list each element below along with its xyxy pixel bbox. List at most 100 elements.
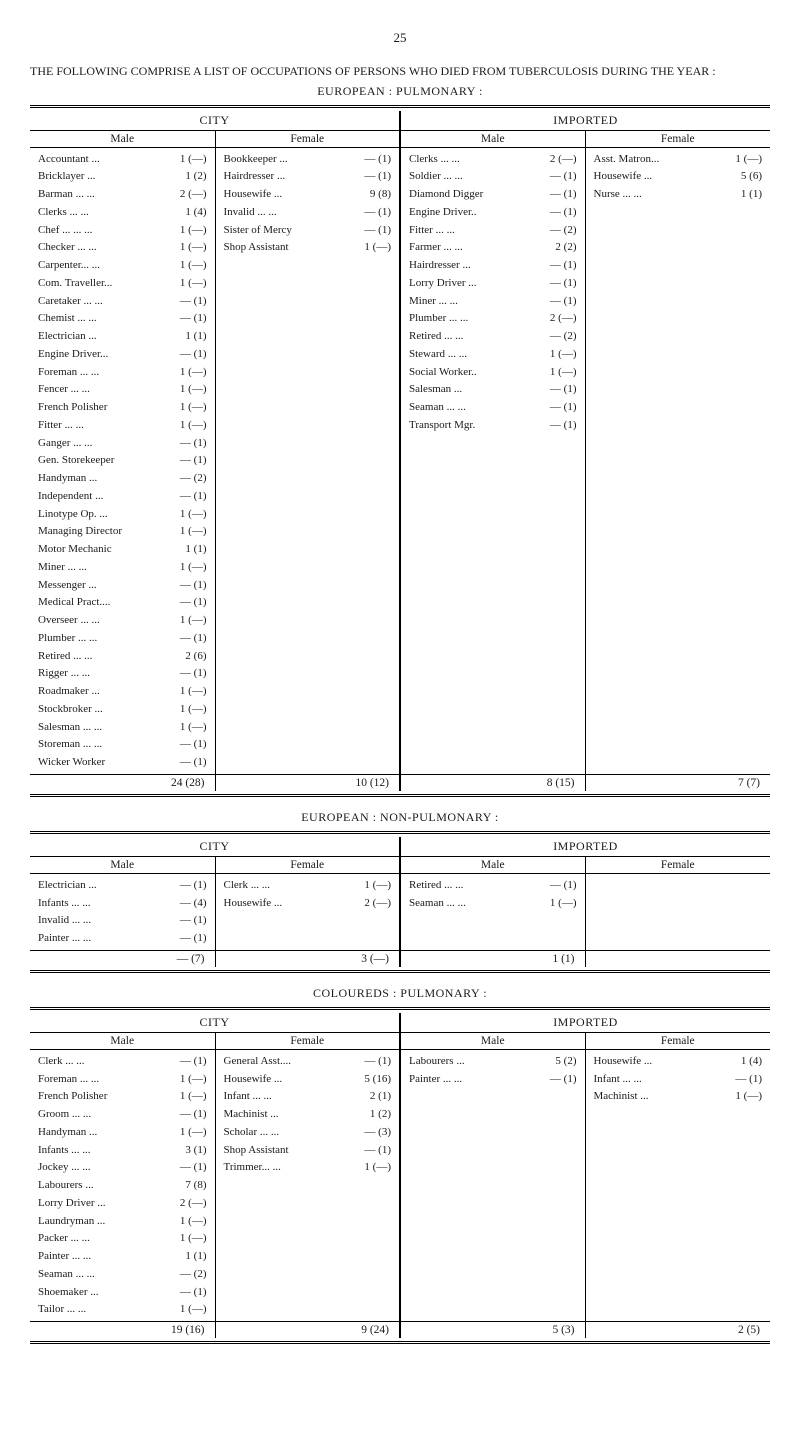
imported-female-row: Nurse ... ...1 (1) — [590, 186, 767, 204]
city-header: CITY — [30, 837, 400, 857]
occupation-count: — (1) — [687, 1071, 766, 1089]
occupation-count: — (1) — [131, 912, 210, 930]
occupation-count: 1 (—) — [131, 239, 210, 257]
occupation-count: 1 (1) — [131, 541, 210, 559]
occupation-label: Machinist ... — [220, 1106, 317, 1124]
city-female-row: Clerk ... ...1 (—) — [220, 877, 396, 895]
occupation-label: Bricklayer ... — [34, 168, 131, 186]
occupation-label: Painter ... ... — [34, 1248, 131, 1266]
imported-male-row: Painter ... ...— (1) — [405, 1071, 581, 1089]
city-male-row: Painter ... ...1 (1) — [34, 1248, 211, 1266]
occupation-label: Seaman ... ... — [405, 895, 502, 913]
section-title: EUROPEAN : PULMONARY : — [0, 84, 800, 99]
city-male-row: Electrician ...— (1) — [34, 877, 211, 895]
occupation-count: — (1) — [502, 399, 581, 417]
imported-male-row: Retired ... ...— (2) — [405, 328, 581, 346]
occupation-count: 1 (1) — [687, 186, 766, 204]
occupation-label: Labourers ... — [34, 1177, 131, 1195]
city-header: CITY — [30, 111, 400, 131]
occupation-label: Hairdresser ... — [220, 168, 317, 186]
occupation-label: Sister of Mercy — [220, 222, 317, 240]
occupation-label: Clerks ... ... — [405, 151, 502, 169]
occupation-count: — (1) — [131, 488, 210, 506]
occupation-label: Caretaker ... ... — [34, 293, 131, 311]
occupation-label: Clerk ... ... — [220, 877, 317, 895]
city-female-total: 3 (—) — [215, 950, 400, 967]
imported-female-cell: Housewife ...1 (4)Infant ... ...— (1)Mac… — [585, 1049, 770, 1321]
occupation-label: Clerk ... ... — [34, 1053, 131, 1071]
city-male-row: Checker ... ...1 (—) — [34, 239, 211, 257]
occupation-count: 1 (—) — [131, 506, 210, 524]
imported-male-row: Diamond Digger— (1) — [405, 186, 581, 204]
imported-female-row: Asst. Matron...1 (—) — [590, 151, 767, 169]
occupation-count: — (1) — [131, 630, 210, 648]
city-female-row: Trimmer... ...1 (—) — [220, 1159, 396, 1177]
imported-male-row: Soldier ... ...— (1) — [405, 168, 581, 186]
occupation-label: Engine Driver.. — [405, 204, 502, 222]
occupation-count: — (1) — [131, 435, 210, 453]
occupation-count: — (4) — [131, 895, 210, 913]
occupation-label: Plumber ... ... — [405, 310, 502, 328]
occupation-count: — (1) — [316, 1053, 395, 1071]
imported-male-row: Engine Driver..— (1) — [405, 204, 581, 222]
occupation-label: General Asst.... — [220, 1053, 317, 1071]
occupation-label: Fencer ... ... — [34, 381, 131, 399]
occupation-count: 1 (—) — [131, 364, 210, 382]
city-male-row: Foreman ... ...1 (—) — [34, 364, 211, 382]
occupation-count: 1 (—) — [502, 346, 581, 364]
occupation-count: — (1) — [131, 665, 210, 683]
city-male-row: Retired ... ...2 (6) — [34, 648, 211, 666]
imported-male-header: Male — [400, 856, 585, 873]
occupation-count: 1 (—) — [131, 257, 210, 275]
city-male-row: Barman ... ...2 (—) — [34, 186, 211, 204]
imported-female-row: Housewife ...5 (6) — [590, 168, 767, 186]
imported-male-row: Miner ... ...— (1) — [405, 293, 581, 311]
occupation-count: 1 (—) — [131, 1071, 210, 1089]
city-female-row: Sister of Mercy— (1) — [220, 222, 396, 240]
city-male-row: Wicker Worker— (1) — [34, 754, 211, 772]
city-male-row: Chef ... ... ...1 (—) — [34, 222, 211, 240]
imported-female-header: Female — [585, 130, 770, 147]
imported-male-row: Transport Mgr.— (1) — [405, 417, 581, 435]
imported-male-total: 1 (1) — [400, 950, 585, 967]
occupation-label: Trimmer... ... — [220, 1159, 317, 1177]
occupation-table: CITYIMPORTEDMaleFemaleMaleFemaleAccounta… — [30, 111, 770, 791]
occupation-label: Diamond Digger — [405, 186, 502, 204]
city-male-row: Motor Mechanic1 (1) — [34, 541, 211, 559]
imported-male-row: Labourers ...5 (2) — [405, 1053, 581, 1071]
city-male-row: French Polisher1 (—) — [34, 1088, 211, 1106]
city-male-row: Foreman ... ...1 (—) — [34, 1071, 211, 1089]
city-female-row: Infant ... ...2 (1) — [220, 1088, 396, 1106]
occupation-count: 9 (8) — [316, 186, 395, 204]
occupation-label: Seaman ... ... — [34, 1266, 131, 1284]
occupation-label: Motor Mechanic — [34, 541, 131, 559]
occupation-label: Bookkeeper ... — [220, 151, 317, 169]
city-male-row: Messenger ...— (1) — [34, 577, 211, 595]
city-female-row: Housewife ...5 (16) — [220, 1071, 396, 1089]
city-male-row: Overseer ... ...1 (—) — [34, 612, 211, 630]
occupation-label: Fitter ... ... — [34, 417, 131, 435]
occupation-label: Handyman ... — [34, 470, 131, 488]
occupation-count: — (2) — [502, 328, 581, 346]
city-header: CITY — [30, 1013, 400, 1033]
occupation-count: — (2) — [131, 1266, 210, 1284]
imported-male-row: Lorry Driver ...— (1) — [405, 275, 581, 293]
occupation-label: Overseer ... ... — [34, 612, 131, 630]
imported-male-row: Retired ... ...— (1) — [405, 877, 581, 895]
occupation-count: 1 (—) — [131, 1124, 210, 1142]
city-male-row: Clerks ... ...1 (4) — [34, 204, 211, 222]
occupation-label: Social Worker.. — [405, 364, 502, 382]
page-heading: THE FOLLOWING COMPRISE A LIST OF OCCUPAT… — [0, 64, 800, 80]
imported-male-row: Clerks ... ...2 (—) — [405, 151, 581, 169]
top-double-rule — [30, 105, 770, 108]
occupation-label: Independent ... — [34, 488, 131, 506]
imported-male-total: 5 (3) — [400, 1322, 585, 1339]
occupation-label: Medical Pract.... — [34, 594, 131, 612]
occupation-label: Ganger ... ... — [34, 435, 131, 453]
occupation-count: 1 (4) — [687, 1053, 766, 1071]
city-male-total: 19 (16) — [30, 1322, 215, 1339]
occupation-label: Housewife ... — [220, 186, 317, 204]
occupation-label: Transport Mgr. — [405, 417, 502, 435]
occupation-count: 1 (—) — [131, 719, 210, 737]
occupation-count: 2 (2) — [502, 239, 581, 257]
